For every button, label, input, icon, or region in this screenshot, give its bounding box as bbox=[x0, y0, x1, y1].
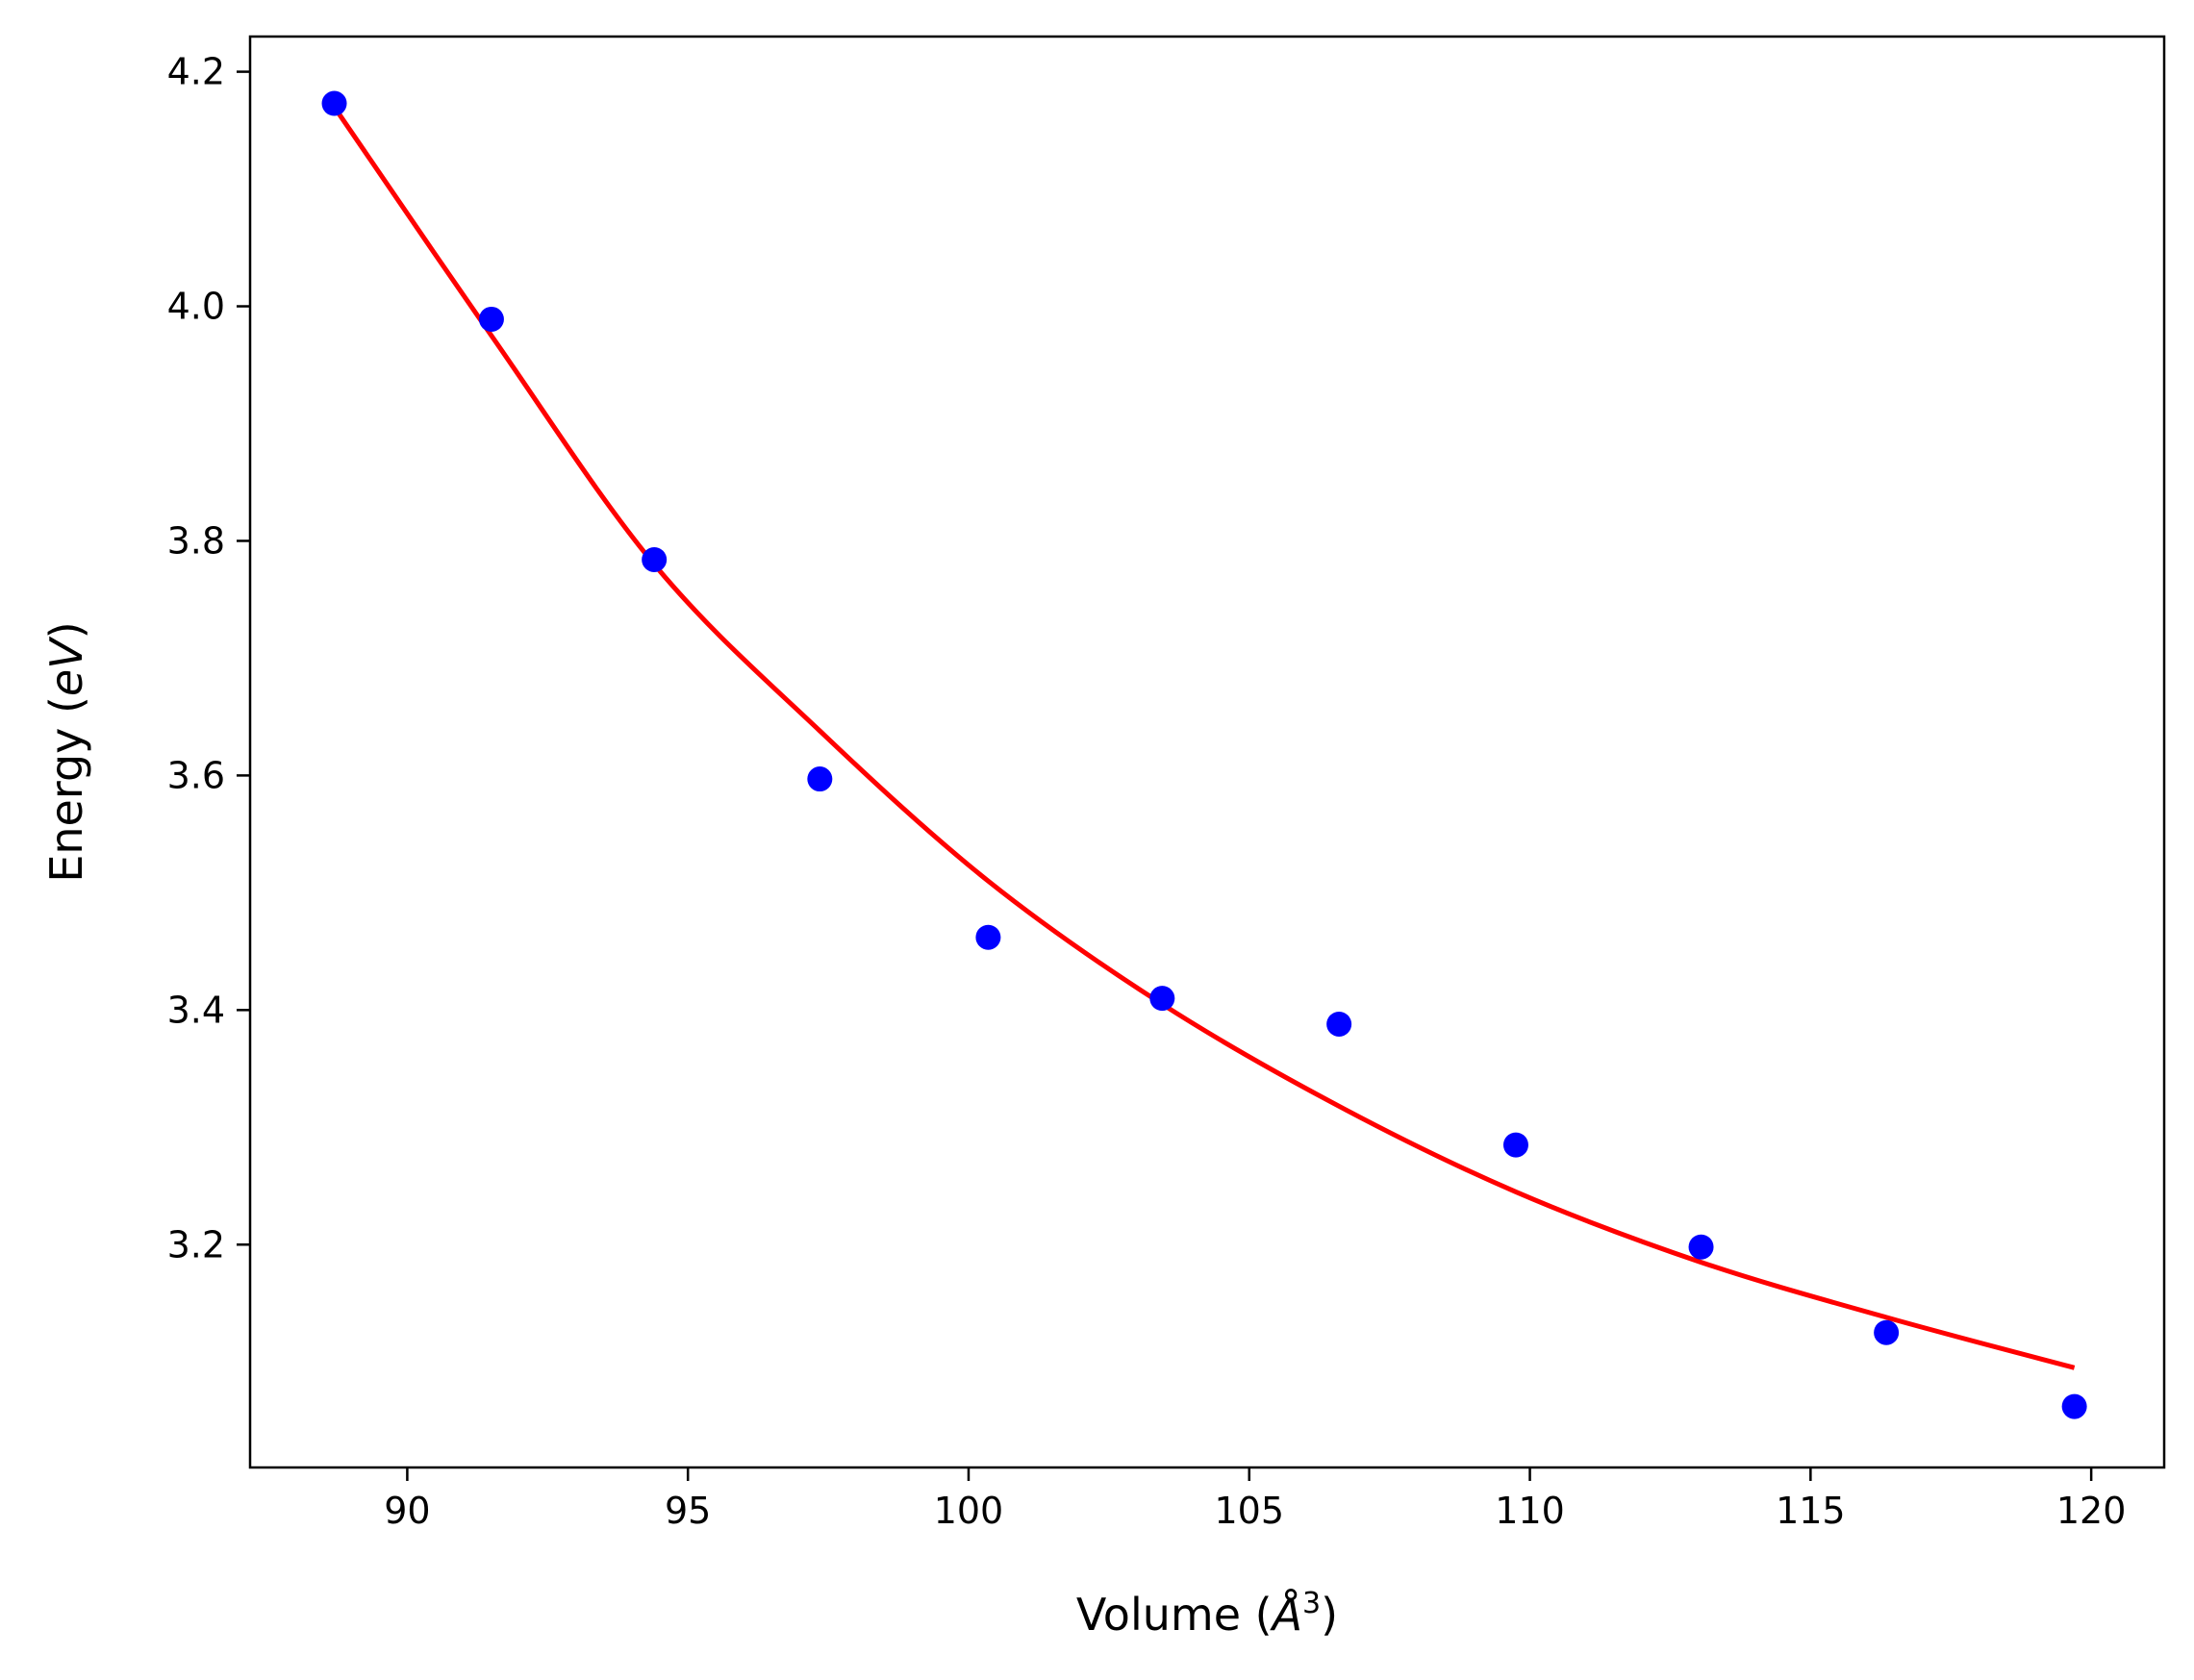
data-point bbox=[321, 90, 347, 116]
x-tick-label: 120 bbox=[2056, 1490, 2127, 1532]
x-tick-label: 115 bbox=[1776, 1490, 1846, 1532]
data-point bbox=[975, 924, 1001, 950]
data-point bbox=[807, 766, 833, 792]
data-point bbox=[478, 306, 504, 332]
data-points bbox=[321, 90, 2087, 1419]
x-axis-ticks: 90 95 100 105 110 115 120 bbox=[384, 1467, 2126, 1532]
data-point bbox=[1502, 1132, 1528, 1158]
fit-curve bbox=[332, 105, 2076, 1370]
y-axis-label: Energy (eV) bbox=[40, 621, 92, 882]
data-point bbox=[1874, 1319, 1900, 1345]
x-tick-label: 110 bbox=[1495, 1490, 1565, 1532]
y-tick-label: 3.8 bbox=[167, 519, 225, 562]
data-point bbox=[1688, 1234, 1714, 1260]
x-tick-label: 100 bbox=[934, 1490, 1004, 1532]
x-axis-label: Volume (Å3) bbox=[1076, 1587, 1338, 1641]
x-tick-label: 90 bbox=[384, 1490, 430, 1532]
data-point bbox=[1326, 1011, 1352, 1037]
y-tick-label: 4.2 bbox=[167, 51, 225, 93]
x-tick-label: 95 bbox=[665, 1490, 711, 1532]
data-point bbox=[642, 546, 668, 572]
y-tick-label: 3.6 bbox=[167, 754, 225, 796]
x-tick-label: 105 bbox=[1215, 1490, 1285, 1532]
plot-area bbox=[250, 37, 2164, 1467]
data-point bbox=[1149, 986, 1175, 1012]
y-axis-ticks: 3.2 3.4 3.6 3.8 4.0 4.2 bbox=[167, 51, 250, 1266]
plot-frame bbox=[248, 35, 2166, 1469]
y-tick-label: 4.0 bbox=[167, 286, 225, 328]
data-point bbox=[2061, 1393, 2087, 1419]
y-tick-label: 3.4 bbox=[167, 989, 225, 1031]
y-tick-label: 3.2 bbox=[167, 1223, 225, 1266]
